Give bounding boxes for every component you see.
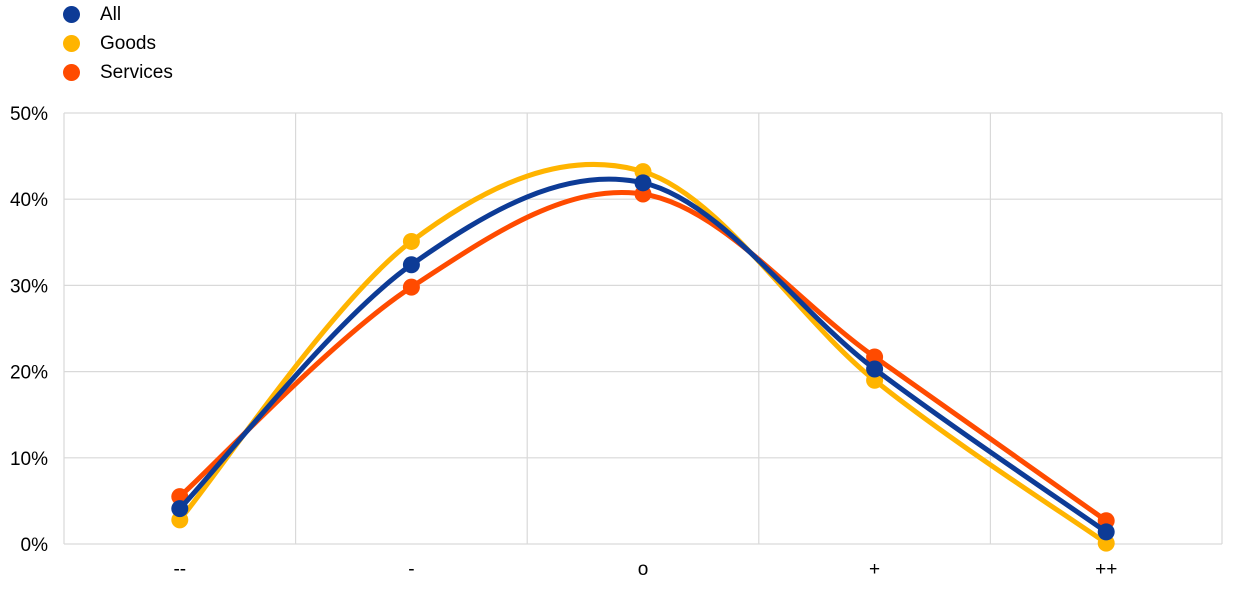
data-point-services [402, 278, 420, 296]
x-tick-label: -- [173, 559, 186, 580]
y-tick-label: 30% [10, 276, 48, 297]
data-point-services [866, 348, 884, 366]
data-point-all [1097, 523, 1115, 541]
series-line-all [177, 176, 1109, 535]
series-line-services [177, 190, 1109, 524]
y-tick-label: 0% [21, 535, 49, 556]
y-tick-label: 20% [10, 363, 48, 384]
legend-marker-goods [63, 35, 80, 52]
legend-marker-all [63, 6, 80, 23]
x-tick-label: - [408, 559, 414, 580]
y-tick-label: 50% [10, 104, 48, 125]
x-tick-label: + [869, 559, 880, 580]
legend-marker-services [63, 64, 80, 81]
x-tick-label: ++ [1095, 559, 1117, 580]
y-tick-label: 10% [10, 449, 48, 470]
legend-label-services: Services [100, 61, 173, 83]
data-point-all [171, 500, 189, 518]
legend-label-all: All [100, 3, 122, 25]
y-tick-label: 40% [10, 190, 48, 211]
data-point-all [402, 256, 420, 274]
data-point-all [634, 174, 652, 192]
data-point-all [866, 360, 884, 378]
x-tick-label: o [638, 559, 649, 580]
data-point-goods [402, 232, 420, 250]
legend-label-goods: Goods [100, 32, 156, 54]
legend-item-goods: Goods [63, 29, 173, 58]
legend-item-all: All [63, 0, 173, 29]
legend: All Goods Services [63, 0, 173, 87]
legend-item-services: Services [63, 58, 173, 87]
